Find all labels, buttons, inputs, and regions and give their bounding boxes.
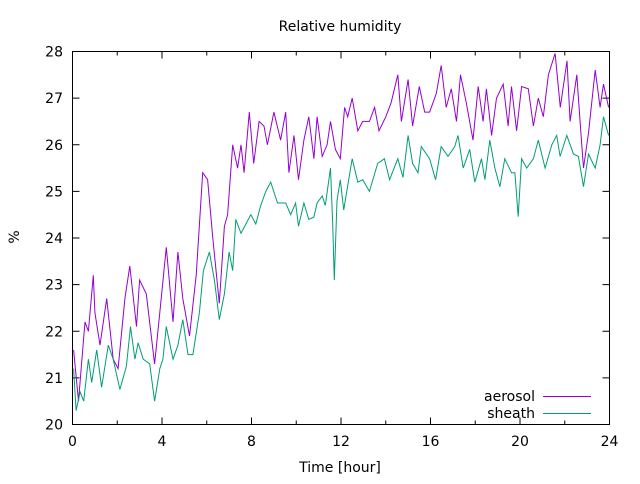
y-tick-label: 25 (45, 184, 63, 200)
y-tick-label: 24 (45, 231, 63, 247)
series-line-aerosol (73, 53, 610, 402)
y-tick-label: 28 (45, 45, 63, 61)
legend-label-sheath: sheath (487, 406, 535, 422)
plot-frame (72, 51, 610, 425)
y-tick-label: 27 (45, 91, 63, 107)
x-tick-label: 20 (511, 434, 529, 450)
series-line-sheath (73, 116, 610, 411)
x-tick-label: 16 (422, 434, 440, 450)
y-axis-label: % (7, 230, 23, 243)
series-lines (73, 53, 610, 411)
x-tick-label: 24 (601, 434, 619, 450)
x-tick-label: 0 (68, 434, 77, 450)
y-tick-label: 23 (45, 278, 63, 294)
x-tick-label: 4 (158, 434, 167, 450)
y-tick-label: 20 (45, 418, 63, 434)
x-tick-label: 12 (332, 434, 350, 450)
y-tick-label: 22 (45, 324, 63, 340)
legend-label-aerosol: aerosol (484, 389, 535, 405)
axis-ticks: 0 4 8 12 16 20 24 20 21 22 23 24 25 26 27 28 (45, 45, 618, 451)
x-tick-label: 8 (247, 434, 256, 450)
x-axis-label: Time [hour] (298, 460, 381, 476)
legend: aerosol sheath (484, 389, 591, 422)
y-tick-label: 21 (45, 371, 63, 387)
y-tick-label: 26 (45, 138, 63, 154)
chart-title: Relative humidity (279, 19, 402, 35)
